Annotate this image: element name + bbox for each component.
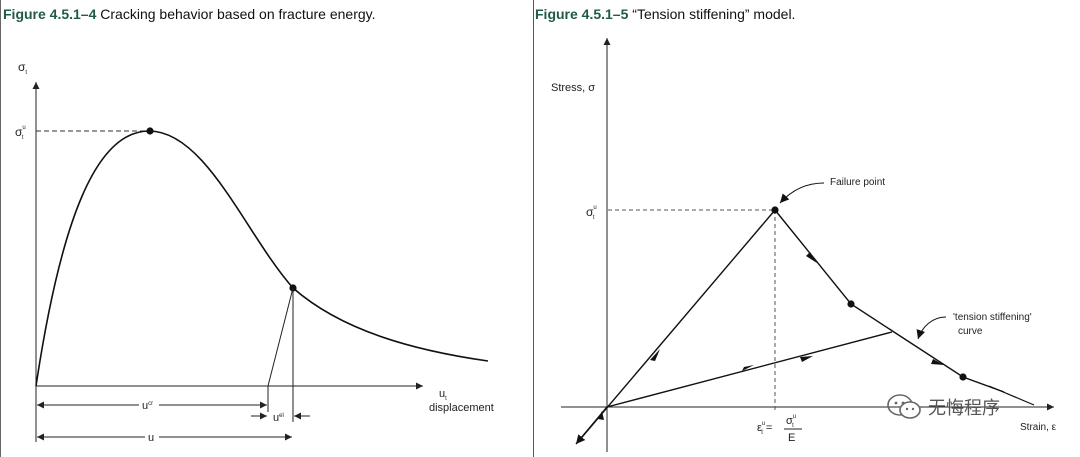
- figure-left-number: Figure 4.5.1–4: [3, 6, 97, 22]
- strain-formula-denominator: E: [788, 432, 795, 444]
- strain-formula-lhs: εu t =: [757, 421, 772, 436]
- curve-tail: [988, 385, 1035, 406]
- figure-right-number: Figure 4.5.1–5: [535, 6, 629, 22]
- elastic-loading-line: [576, 209, 776, 444]
- stress-displacement-curve: [35, 130, 489, 387]
- dim-uel-label: uel: [273, 412, 284, 424]
- x-axis-label: ut: [439, 388, 447, 402]
- fracture-energy-diagram: σt σu t ut displacement ucr uel u: [15, 60, 494, 444]
- peak-point: [146, 127, 154, 135]
- figure-left-caption-text: Cracking behavior based on fracture ener…: [96, 6, 376, 22]
- figure-left-caption: Figure 4.5.1–4 Cracking behavior based o…: [3, 6, 376, 22]
- dim-u-label: u: [148, 432, 154, 444]
- softening-arrow-1: [806, 252, 817, 263]
- watermark-text: 无悔程序: [928, 398, 1000, 419]
- figure-right-panel: Figure 4.5.1–5 “Tension stiffening” mode…: [533, 0, 1080, 457]
- tension-stiffening-label-2: curve: [958, 326, 983, 337]
- peak-stress-label: σu t: [586, 205, 597, 221]
- tension-stiffening-diagram: Stress, σ Failure point σu t 'tension sti…: [551, 38, 1057, 452]
- softening-arrow-2: [931, 359, 944, 365]
- tension-stiffening-pointer: [916, 316, 947, 340]
- failure-pointer: [779, 182, 825, 204]
- figure-right-caption-text: “Tension stiffening” model.: [628, 6, 796, 22]
- x-axis-label-displacement: displacement: [429, 402, 494, 414]
- unload-arrow-left: [742, 365, 754, 371]
- unloading-line: [267, 287, 294, 387]
- y-axis-label: Stress, σ: [551, 82, 595, 94]
- failure-point-label: Failure point: [830, 177, 885, 188]
- extension-arrow: [575, 406, 608, 445]
- tension-stiffening-label-1: 'tension stiffening': [953, 312, 1032, 323]
- figure-right-caption: Figure 4.5.1–5 “Tension stiffening” mode…: [535, 6, 795, 22]
- reload-arrow-right: [800, 356, 813, 362]
- figure-left-panel: Figure 4.5.1–4 Cracking behavior based o…: [0, 0, 532, 457]
- watermark: 无悔程序: [886, 393, 1000, 421]
- strain-formula-numerator: σu t: [786, 414, 796, 429]
- wechat-icon: [887, 394, 921, 419]
- y-axis-label: σt: [18, 60, 27, 76]
- curve-point-1: [847, 300, 855, 308]
- x-axis-label: Strain, ε: [1020, 422, 1057, 433]
- failure-point: [771, 206, 779, 214]
- tension-stiffening-curve: [774, 209, 1005, 393]
- curve-point-2: [959, 373, 967, 381]
- loading-arrow-1: [650, 349, 660, 361]
- peak-stress-label: σu t: [15, 125, 26, 141]
- dim-ucr-label: ucr: [142, 400, 153, 412]
- unloading-reloading-line: [606, 331, 893, 408]
- loading-arrow-2: [598, 411, 604, 420]
